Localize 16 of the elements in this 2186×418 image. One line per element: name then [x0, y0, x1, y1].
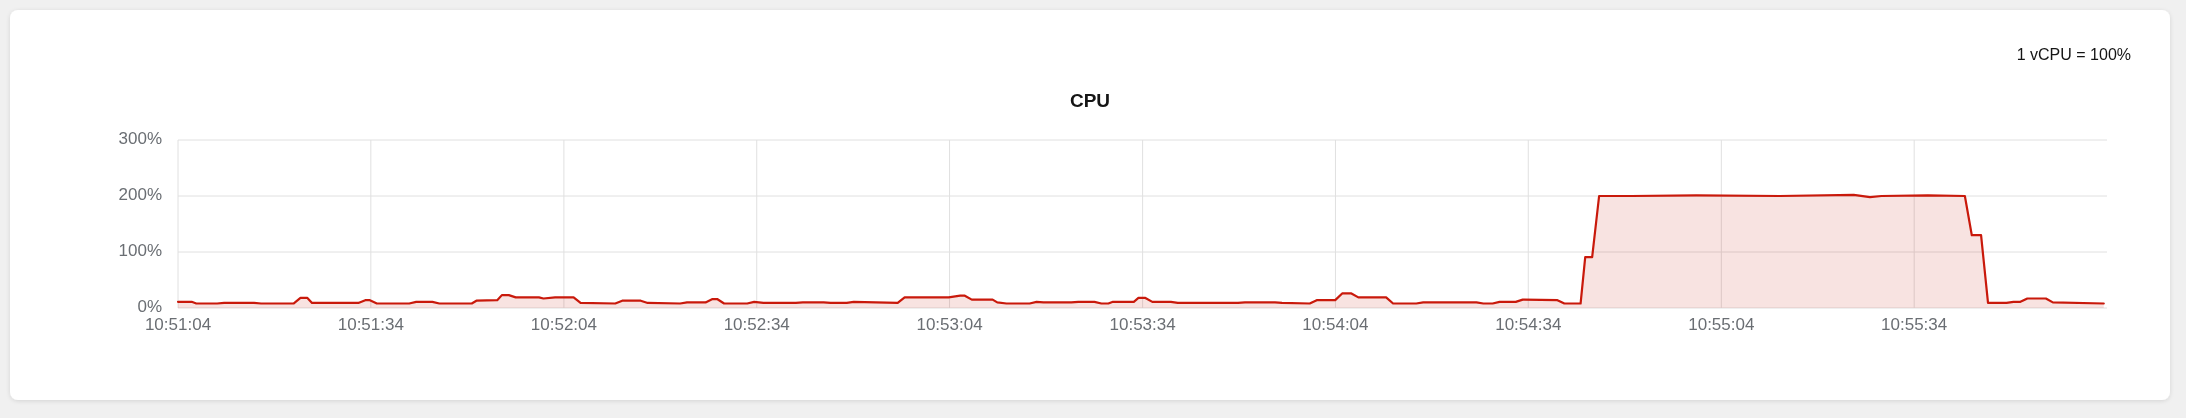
text: 1 vCPU = 100%: [2016, 46, 2131, 64]
chart-title: CPU: [1069, 90, 1111, 112]
x-tick-label: 10:52:04: [530, 315, 597, 335]
y-tick-label: 0%: [137, 297, 162, 317]
x-tick-label: 10:53:34: [1109, 315, 1176, 335]
x-tick-label: 10:55:04: [1688, 315, 1755, 335]
x-tick-label: 10:54:34: [1495, 315, 1562, 335]
y-tick-label: 200%: [118, 185, 162, 205]
x-tick-label: 10:54:04: [1302, 315, 1369, 335]
x-tick-label: 10:51:04: [144, 315, 212, 335]
x-tick-label: 10:52:34: [723, 315, 790, 335]
x-tick-label: 10:53:04: [916, 315, 983, 335]
y-tick-label: 100%: [118, 241, 162, 261]
x-tick-label: 10:51:34: [337, 315, 404, 335]
x-tick-label: 10:55:34: [1881, 315, 1948, 335]
y-tick-label: 300%: [118, 129, 162, 149]
